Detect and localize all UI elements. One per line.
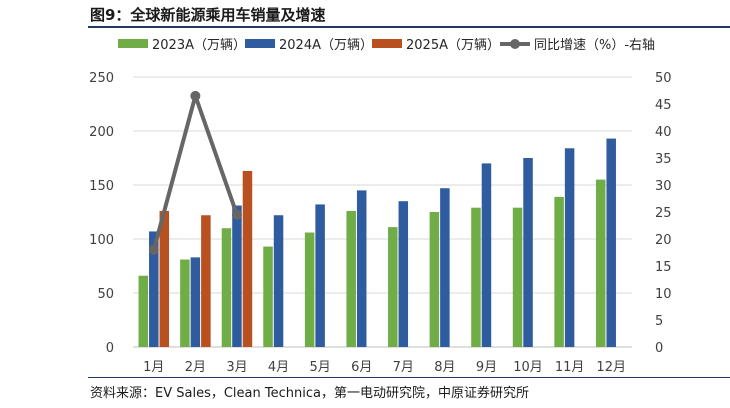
legend-label-1: 2023A（万辆）: [152, 38, 246, 53]
y2-tick-label: 30: [655, 179, 672, 194]
bar-1-9: [471, 207, 481, 347]
chart-title: 图9：全球新能源乘用车销量及增速: [90, 6, 326, 24]
title-rule: [88, 26, 730, 28]
bar-2-10: [523, 158, 533, 347]
x-tick-label: 12月: [596, 360, 626, 375]
bar-1-6: [346, 210, 356, 347]
growth-point-3: [231, 209, 242, 220]
y2-tick-label: 0: [655, 341, 663, 356]
bar-2-12: [606, 138, 616, 347]
y-tick-label: 0: [106, 341, 114, 356]
bar-1-4: [263, 246, 273, 347]
bar-2-7: [398, 201, 409, 347]
y-tick-label: 200: [89, 125, 114, 140]
bar-2-2: [190, 257, 201, 347]
x-tick-label: 1月: [143, 360, 164, 375]
bar-1-11: [554, 196, 564, 347]
growth-point-1: [148, 244, 159, 255]
bar-3-3: [242, 170, 253, 347]
legend-label-3: 2025A（万辆）: [406, 38, 500, 53]
bar-2-8: [440, 188, 450, 347]
bar-2-5: [315, 204, 325, 347]
x-tick-label: 4月: [268, 360, 289, 375]
y2-tick-label: 20: [655, 233, 672, 248]
x-tick-label: 9月: [476, 360, 497, 375]
growth-point-2: [190, 90, 201, 101]
y2-tick-label: 35: [655, 152, 672, 167]
legend-swatch-3: [372, 39, 402, 48]
y2-tick-label: 5: [655, 314, 663, 329]
bar-2-11: [564, 148, 575, 347]
bar-2-1: [149, 231, 159, 347]
bar-1-7: [388, 227, 398, 347]
bar-1-5: [304, 232, 315, 347]
y2-tick-label: 15: [655, 260, 672, 275]
bar-2-9: [481, 163, 492, 347]
bar-1-1: [138, 275, 149, 347]
legend-line-marker: [510, 39, 520, 49]
bar-1-12: [595, 179, 606, 347]
y-tick-label: 100: [89, 233, 114, 248]
bar-3-1: [159, 210, 170, 347]
bar-1-8: [429, 212, 440, 347]
y-tick-label: 50: [97, 287, 114, 302]
x-tick-label: 2月: [185, 360, 206, 375]
source-rule: [88, 377, 730, 378]
x-tick-label: 8月: [434, 360, 455, 375]
x-tick-label: 6月: [351, 360, 372, 375]
legend-swatch-2: [245, 39, 275, 48]
x-tick-label: 10月: [513, 360, 543, 375]
x-tick-label: 7月: [393, 360, 414, 375]
x-tick-label: 5月: [309, 360, 330, 375]
x-tick-label: 11月: [555, 360, 585, 375]
bar-2-3: [232, 205, 242, 347]
source-note: 资料来源：EV Sales，Clean Technica，第一电动研究院，中原证…: [90, 386, 529, 401]
y2-tick-label: 40: [655, 125, 672, 140]
legend-swatch-1: [118, 39, 148, 48]
y-tick-label: 150: [89, 179, 114, 194]
bar-3-2: [201, 215, 211, 347]
legend-label-2: 2024A（万辆）: [279, 38, 373, 53]
bar-2-6: [356, 190, 367, 347]
y2-tick-label: 25: [655, 206, 672, 221]
y2-tick-label: 45: [655, 98, 672, 113]
y2-tick-label: 50: [655, 71, 672, 86]
y2-tick-label: 10: [655, 287, 672, 302]
bar-1-3: [221, 228, 232, 347]
y-tick-label: 250: [89, 71, 114, 86]
bar-1-10: [512, 207, 523, 347]
x-tick-label: 3月: [226, 360, 247, 375]
bar-1-2: [180, 259, 190, 347]
legend-label-4: 同比增速（%）-右轴: [534, 38, 655, 53]
bar-2-4: [273, 215, 284, 347]
